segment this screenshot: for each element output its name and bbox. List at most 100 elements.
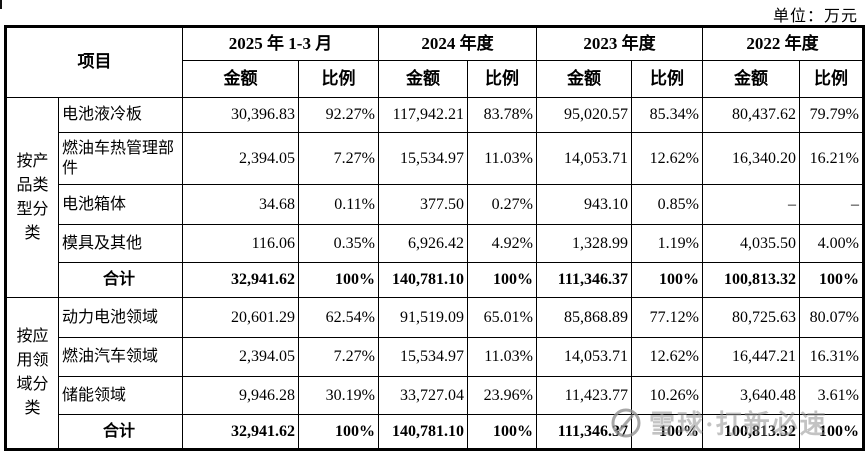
amount-cell: 34.68	[182, 184, 299, 225]
amount-header: 金额	[536, 60, 632, 98]
amount-cell: 80,725.63	[702, 297, 800, 338]
amount-cell: 16,340.20	[702, 132, 800, 185]
table-row: 燃油汽车领域 2,394.05 7.27% 15,534.97 11.03% 1…	[6, 337, 864, 377]
ratio-cell: 80.07%	[799, 297, 864, 338]
ratio-cell: 12.62%	[631, 132, 703, 185]
period-header-2025: 2025 年 1-3 月	[182, 26, 379, 61]
table-row: 储能领域 9,946.28 30.19% 33,727.04 23.96% 11…	[6, 376, 864, 415]
header-row-subheaders: 金额 比例 金额 比例 金额 比例 金额 比例	[6, 60, 864, 98]
ratio-cell: 100%	[298, 414, 379, 450]
ratio-cell: 16.21%	[799, 132, 864, 185]
amount-cell: 16,447.21	[702, 337, 800, 377]
item-header: 项目	[5, 26, 183, 98]
ratio-cell: 1.19%	[631, 224, 703, 263]
ratio-cell: 3.61%	[799, 376, 864, 415]
ratio-cell: 100%	[631, 262, 703, 298]
amount-cell: 11,423.77	[536, 376, 632, 415]
ratio-cell: 65.01%	[467, 297, 537, 338]
ratio-header: 比例	[298, 60, 379, 98]
ratio-cell: 85.34%	[631, 97, 703, 133]
table-row: 电池箱体 34.68 0.11% 377.50 0.27% 943.10 0.8…	[6, 184, 864, 225]
screenshot-corner-artifact	[0, 0, 2, 9]
ratio-cell: 30.19%	[298, 376, 379, 415]
ratio-cell: 4.00%	[799, 224, 864, 263]
item-label: 燃油车热管理部件	[58, 132, 183, 185]
group-label-application-area: 按应用领域分类	[5, 297, 59, 450]
period-header-2024: 2024 年度	[378, 26, 537, 61]
ratio-cell: 12.62%	[631, 337, 703, 377]
table-row: 按产品类型分类 电池液冷板 30,396.83 92.27% 117,942.2…	[5, 97, 864, 298]
header-row-periods: 项目 2025 年 1-3 月 2024 年度 2023 年度 2022 年度	[5, 26, 864, 98]
item-label: 电池液冷板	[58, 97, 183, 133]
ratio-cell: 100%	[467, 414, 537, 450]
ratio-cell: 7.27%	[298, 337, 379, 377]
amount-cell: 111,346.37	[536, 262, 632, 298]
ratio-cell: 100%	[799, 262, 864, 298]
amount-cell: 140,781.10	[378, 414, 468, 450]
amount-cell: 14,053.71	[536, 337, 632, 377]
amount-header: 金额	[182, 60, 299, 98]
revenue-breakdown-table: 项目 2025 年 1-3 月 2024 年度 2023 年度 2022 年度 …	[4, 25, 865, 451]
item-label: 储能领域	[58, 376, 183, 415]
amount-cell: 14,053.71	[536, 132, 632, 185]
amount-cell: 140,781.10	[378, 262, 468, 298]
amount-cell: 85,868.89	[536, 297, 632, 338]
table-row: 模具及其他 116.06 0.35% 6,926.42 4.92% 1,328.…	[6, 224, 864, 263]
amount-cell: 1,328.99	[536, 224, 632, 263]
amount-cell: 2,394.05	[182, 337, 299, 377]
amount-cell: 4,035.50	[702, 224, 800, 263]
amount-cell: 30,396.83	[182, 97, 299, 133]
group-label-text: 按应用领域分类	[16, 328, 49, 417]
amount-cell: 32,941.62	[182, 414, 299, 450]
amount-cell: 111,346.37	[536, 414, 632, 450]
amount-cell: 116.06	[182, 224, 299, 263]
amount-cell: 80,437.62	[702, 97, 800, 133]
amount-cell: 943.10	[536, 184, 632, 225]
amount-cell: 15,534.97	[378, 132, 468, 185]
total-label: 合计	[58, 262, 183, 298]
amount-cell: 20,601.29	[182, 297, 299, 338]
amount-cell: 33,727.04	[378, 376, 468, 415]
table-row: 按应用领域分类 动力电池领域 20,601.29 62.54% 91,519.0…	[5, 297, 864, 450]
ratio-cell: 0.85%	[631, 184, 703, 225]
amount-header: 金额	[378, 60, 468, 98]
item-label: 模具及其他	[58, 224, 183, 263]
amount-cell: 95,020.57	[536, 97, 632, 133]
ratio-cell: 100%	[631, 414, 703, 450]
amount-cell: 100,813.32	[702, 414, 800, 450]
ratio-cell: 10.26%	[631, 376, 703, 415]
item-label: 电池箱体	[58, 184, 183, 225]
ratio-cell: –	[799, 184, 864, 225]
amount-cell: 32,941.62	[182, 262, 299, 298]
amount-cell: 91,519.09	[378, 297, 468, 338]
ratio-cell: 0.35%	[298, 224, 379, 263]
period-header-2022: 2022 年度	[702, 26, 864, 61]
ratio-cell: 4.92%	[467, 224, 537, 263]
ratio-cell: 23.96%	[467, 376, 537, 415]
unit-label: 单位：万元	[772, 8, 858, 25]
group-label-text: 按产品类型分类	[16, 152, 49, 242]
amount-cell: 2,394.05	[182, 132, 299, 185]
ratio-cell: 0.11%	[298, 184, 379, 225]
amount-header: 金额	[702, 60, 800, 98]
ratio-header: 比例	[467, 60, 537, 98]
ratio-header: 比例	[799, 60, 864, 98]
amount-cell: –	[702, 184, 800, 225]
amount-cell: 3,640.48	[702, 376, 800, 415]
ratio-cell: 11.03%	[467, 337, 537, 377]
amount-cell: 6,926.42	[378, 224, 468, 263]
ratio-header: 比例	[631, 60, 703, 98]
ratio-cell: 100%	[799, 414, 864, 450]
amount-cell: 15,534.97	[378, 337, 468, 377]
ratio-cell: 16.31%	[799, 337, 864, 377]
ratio-cell: 83.78%	[467, 97, 537, 133]
total-label: 合计	[58, 414, 183, 450]
table-row-total: 合计 32,941.62 100% 140,781.10 100% 111,34…	[6, 262, 864, 298]
ratio-cell: 100%	[467, 262, 537, 298]
ratio-cell: 92.27%	[298, 97, 379, 133]
period-header-2023: 2023 年度	[536, 26, 703, 61]
item-label: 动力电池领域	[58, 297, 183, 338]
table-row-total: 合计 32,941.62 100% 140,781.10 100% 111,34…	[6, 414, 864, 450]
ratio-cell: 0.27%	[467, 184, 537, 225]
amount-cell: 9,946.28	[182, 376, 299, 415]
